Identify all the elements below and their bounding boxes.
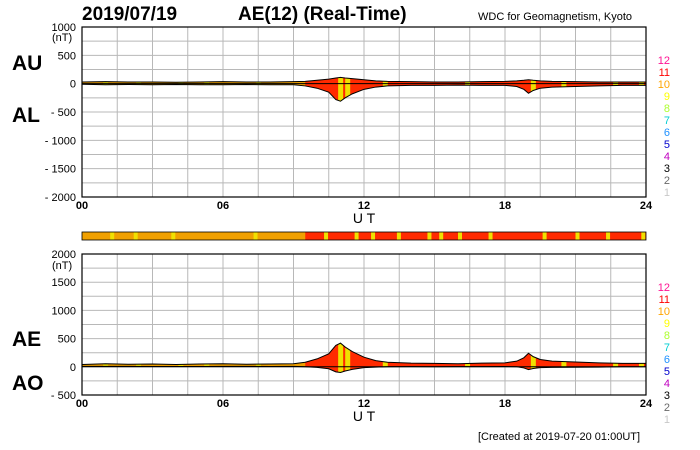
bottom-legend-entry: 3 xyxy=(664,390,670,402)
bottom-unit-label: (nT) xyxy=(52,260,73,272)
top-x-tick-label: 12 xyxy=(358,200,370,212)
top-legend-entry: 9 xyxy=(664,91,670,103)
bottom-legend-entry: 7 xyxy=(664,342,670,354)
bottom-legend-entry: 4 xyxy=(664,378,670,390)
bottom-frame xyxy=(81,253,647,396)
station-strip-pale xyxy=(396,232,401,240)
station-strip-pale xyxy=(439,232,444,240)
station-strip-active xyxy=(305,232,646,240)
station-strip-pale xyxy=(458,232,462,240)
top-legend-entry: 1 xyxy=(664,187,670,199)
bottom-y-tick-label: 2000 xyxy=(52,249,76,261)
top-band-pale xyxy=(338,77,344,102)
station-strip-pale xyxy=(324,232,329,240)
ae-label: AE xyxy=(12,328,42,351)
top-y-tick-label: 500 xyxy=(58,50,76,62)
bottom-x-tick-label: 00 xyxy=(76,398,88,410)
station-strip-pale xyxy=(133,232,138,240)
bottom-y-tick-label: 1500 xyxy=(52,277,76,289)
station-strip-pale xyxy=(488,232,493,240)
ao-label: AO xyxy=(12,372,44,395)
station-strip-pale xyxy=(371,232,376,240)
top-legend-entry: 2 xyxy=(664,175,670,187)
bottom-x-axis-label: U T xyxy=(353,408,376,424)
bottom-x-tick-label: 06 xyxy=(217,398,229,410)
top-y-tick-label: 1000 xyxy=(52,22,76,34)
top-y-tick-label: - 2000 xyxy=(45,192,76,204)
bottom-legend-entry: 11 xyxy=(659,294,670,306)
bottom-band-pale xyxy=(345,343,351,373)
au-label: AU xyxy=(12,52,43,75)
top-legend-entry: 4 xyxy=(664,151,670,163)
bottom-legend-entry: 2 xyxy=(664,402,670,414)
bottom-x-tick-label: 12 xyxy=(358,398,370,410)
bottom-legend-entry: 9 xyxy=(664,318,670,330)
station-strip-frame xyxy=(81,231,647,241)
top-y-tick-label: - 1500 xyxy=(45,164,76,176)
bottom-band-pale xyxy=(338,343,344,373)
top-legend-entry: 7 xyxy=(664,115,670,127)
top-band-pale xyxy=(530,77,536,102)
top-legend-entry: 3 xyxy=(664,163,670,175)
top-y-tick-label: - 1000 xyxy=(45,135,76,147)
top-frame xyxy=(81,26,647,198)
bottom-legend-entry: 5 xyxy=(664,366,670,378)
bottom-y-tick-label: 500 xyxy=(58,334,76,346)
data-source: WDC for Geomagnetism, Kyoto xyxy=(478,11,633,23)
chart-date: 2019/07/19 xyxy=(82,4,178,25)
bottom-band-pale xyxy=(530,343,536,373)
top-x-tick-label: 24 xyxy=(640,200,653,212)
bottom-y-tick-label: 1000 xyxy=(52,305,76,317)
top-legend-entry: 12 xyxy=(658,55,670,67)
top-x-tick-label: 06 xyxy=(217,200,229,212)
top-legend-entry: 10 xyxy=(658,79,670,91)
station-strip-pale xyxy=(354,232,359,240)
station-strip-pale xyxy=(606,232,611,240)
top-legend-entry: 6 xyxy=(664,127,670,139)
bottom-y-tick-label: 0 xyxy=(70,362,76,374)
bottom-legend-entry: 10 xyxy=(658,306,670,318)
bottom-legend-entry: 6 xyxy=(664,354,670,366)
bottom-x-tick-label: 24 xyxy=(640,398,653,410)
station-strip-pale xyxy=(427,232,432,240)
station-strip-pale xyxy=(575,232,580,240)
chart-title: AE(12) (Real-Time) xyxy=(238,4,407,25)
station-strip-pale xyxy=(110,232,115,240)
top-y-tick-label: - 500 xyxy=(51,107,76,119)
bottom-legend-entry: 1 xyxy=(664,414,670,426)
top-legend-entry: 8 xyxy=(664,103,670,115)
top-x-axis-label: U T xyxy=(353,210,376,226)
station-strip-pale xyxy=(171,232,176,240)
bottom-y-tick-label: - 500 xyxy=(51,390,76,402)
station-strip-pale xyxy=(641,232,646,240)
station-strip-pale xyxy=(542,232,547,240)
al-label: AL xyxy=(12,104,40,127)
bottom-legend-entry: 8 xyxy=(664,330,670,342)
top-legend-entry: 5 xyxy=(664,139,670,151)
bottom-x-tick-label: 18 xyxy=(499,398,511,410)
top-x-tick-label: 18 xyxy=(499,200,511,212)
top-unit-label: (nT) xyxy=(52,32,73,44)
top-legend-entry: 11 xyxy=(659,67,670,79)
created-timestamp: [Created at 2019-07-20 01:00UT] xyxy=(478,431,641,443)
bottom-legend-entry: 12 xyxy=(658,282,670,294)
top-y-tick-label: 0 xyxy=(70,79,76,91)
top-band-pale xyxy=(345,77,351,102)
top-x-tick-label: 00 xyxy=(76,200,88,212)
station-strip-pale xyxy=(253,232,258,240)
